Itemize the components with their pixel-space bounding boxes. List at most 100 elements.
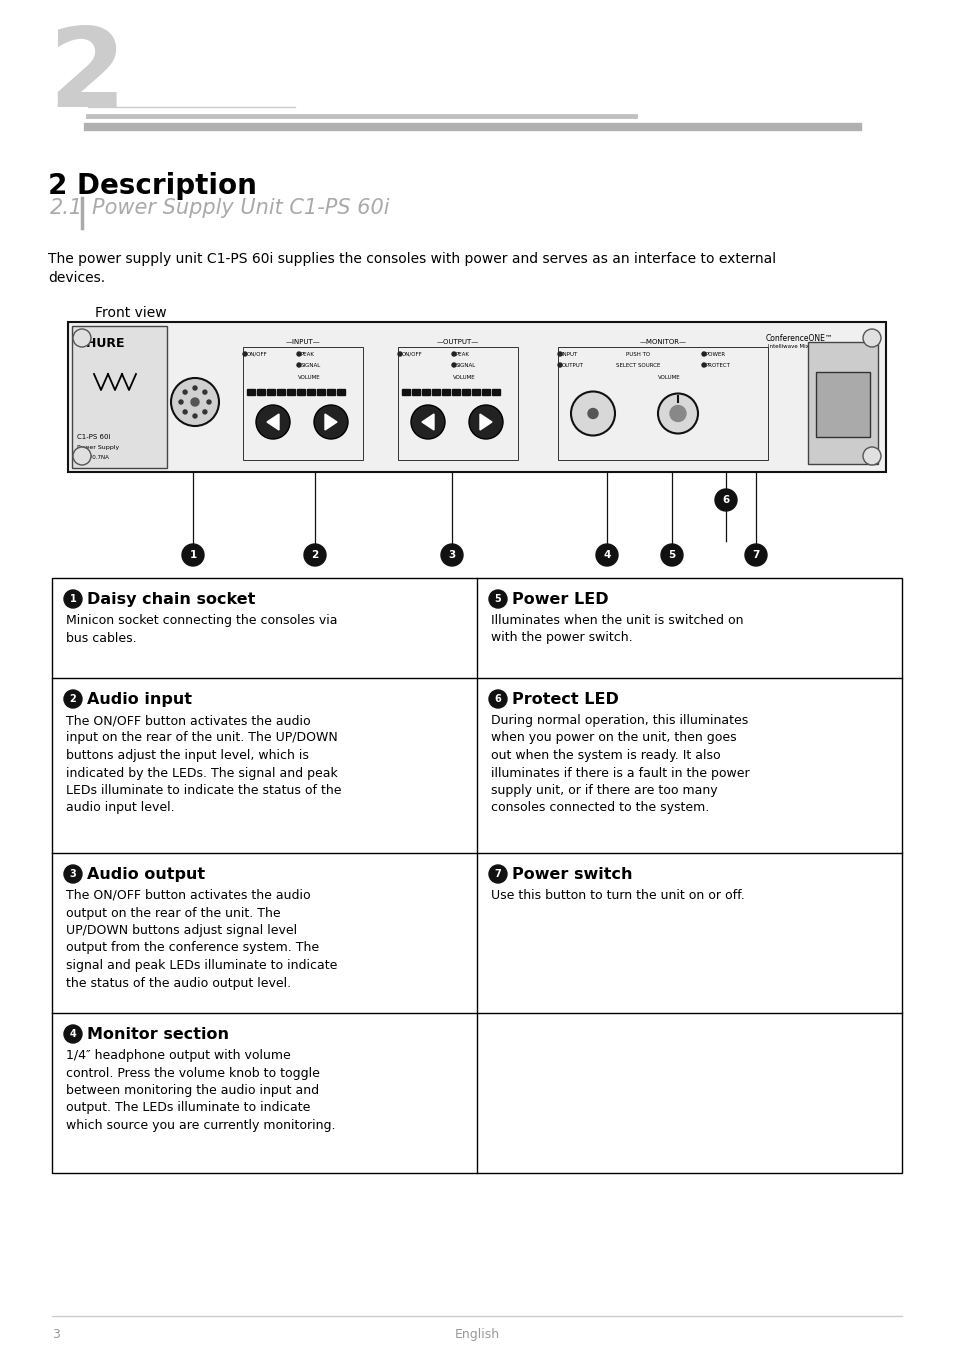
Bar: [307, 389, 314, 395]
Text: 3: 3: [52, 1327, 60, 1341]
Bar: [276, 389, 285, 395]
Text: 5: 5: [494, 594, 501, 604]
Text: 2: 2: [311, 550, 318, 560]
Text: ON/OFF: ON/OFF: [247, 352, 268, 357]
Text: SIGNAL: SIGNAL: [301, 363, 321, 368]
Circle shape: [714, 488, 737, 511]
Text: 3: 3: [448, 550, 456, 560]
Circle shape: [701, 363, 705, 367]
Polygon shape: [421, 414, 434, 430]
Bar: [52, 577, 901, 1174]
Circle shape: [489, 689, 506, 708]
Bar: [807, 343, 877, 464]
Text: 6: 6: [721, 550, 729, 560]
Text: 2: 2: [48, 23, 125, 130]
Text: Monitor section: Monitor section: [87, 1027, 229, 1041]
Text: C1-PS 60i: C1-PS 60i: [77, 434, 111, 440]
Text: —INPUT—: —INPUT—: [285, 339, 320, 345]
Text: The ON/OFF button activates the audio
input on the rear of the unit. The UP/DOWN: The ON/OFF button activates the audio in…: [66, 714, 341, 815]
Bar: [397, 347, 517, 460]
Circle shape: [713, 544, 738, 567]
Text: 7: 7: [752, 550, 759, 560]
Circle shape: [660, 544, 682, 567]
Text: SELECT SOURCE: SELECT SOURCE: [616, 363, 659, 368]
Bar: [243, 347, 363, 460]
Circle shape: [64, 865, 82, 884]
Circle shape: [440, 544, 462, 567]
Circle shape: [243, 352, 247, 356]
Polygon shape: [267, 414, 278, 430]
Circle shape: [171, 378, 219, 426]
Bar: [412, 389, 419, 395]
Bar: [558, 347, 767, 460]
Bar: [461, 389, 470, 395]
Bar: [287, 389, 294, 395]
Circle shape: [183, 410, 187, 414]
Circle shape: [193, 414, 196, 418]
Text: Power switch: Power switch: [512, 867, 632, 882]
Bar: [296, 389, 305, 395]
Text: 2: 2: [70, 693, 76, 704]
Circle shape: [571, 391, 615, 436]
Text: Daisy chain socket: Daisy chain socket: [87, 592, 255, 607]
Text: 1/4″ headphone output with volume
control. Press the volume knob to toggle
betwe: 1/4″ headphone output with volume contro…: [66, 1050, 335, 1132]
Circle shape: [862, 329, 880, 347]
Text: INPUT: INPUT: [561, 352, 578, 357]
Bar: [472, 389, 479, 395]
Bar: [421, 389, 430, 395]
Circle shape: [714, 544, 737, 567]
Circle shape: [203, 410, 207, 414]
Text: Audio output: Audio output: [87, 867, 205, 882]
Text: 3: 3: [70, 869, 76, 880]
Circle shape: [64, 1025, 82, 1043]
Circle shape: [669, 406, 685, 421]
Text: POWER: POWER: [705, 352, 725, 357]
Bar: [401, 389, 410, 395]
Text: I: I: [837, 393, 840, 402]
Text: PROTECT: PROTECT: [705, 363, 730, 368]
Bar: [492, 389, 499, 395]
Circle shape: [304, 544, 326, 567]
Bar: [815, 372, 869, 437]
Text: 2.1: 2.1: [50, 198, 83, 219]
Circle shape: [489, 865, 506, 884]
Circle shape: [658, 394, 698, 433]
Bar: [247, 389, 254, 395]
Bar: [327, 389, 335, 395]
Circle shape: [452, 352, 456, 356]
Circle shape: [64, 590, 82, 608]
Text: 7: 7: [494, 869, 501, 880]
Circle shape: [558, 363, 561, 367]
Bar: [441, 389, 450, 395]
Bar: [336, 389, 345, 395]
Circle shape: [452, 363, 456, 367]
Text: 2 Description: 2 Description: [48, 173, 256, 200]
Text: English: English: [454, 1327, 499, 1341]
Bar: [52, 577, 901, 1174]
Text: —OUTPUT—: —OUTPUT—: [436, 339, 478, 345]
Bar: [316, 389, 325, 395]
Circle shape: [183, 390, 187, 394]
Circle shape: [296, 363, 301, 367]
Text: SIGNAL: SIGNAL: [456, 363, 476, 368]
Circle shape: [73, 329, 91, 347]
Polygon shape: [479, 414, 492, 430]
Circle shape: [469, 405, 502, 438]
Text: Minicon socket connecting the consoles via
bus cables.: Minicon socket connecting the consoles v…: [66, 614, 337, 645]
Circle shape: [255, 405, 290, 438]
Text: VOLUME: VOLUME: [453, 375, 476, 380]
Circle shape: [314, 405, 348, 438]
Bar: [68, 322, 885, 472]
Circle shape: [203, 390, 207, 394]
Text: Front view: Front view: [95, 306, 167, 320]
Text: 1: 1: [190, 550, 196, 560]
Circle shape: [587, 409, 598, 418]
Text: Power LED: Power LED: [512, 592, 608, 607]
Text: 1: 1: [70, 594, 76, 604]
Text: Use this button to turn the unit on or off.: Use this button to turn the unit on or o…: [491, 889, 744, 902]
Circle shape: [701, 352, 705, 356]
Circle shape: [744, 544, 766, 567]
Bar: [432, 389, 439, 395]
Text: During normal operation, this illuminates
when you power on the unit, then goes
: During normal operation, this illuminate…: [491, 714, 749, 815]
Text: Power Supply: Power Supply: [77, 445, 119, 451]
